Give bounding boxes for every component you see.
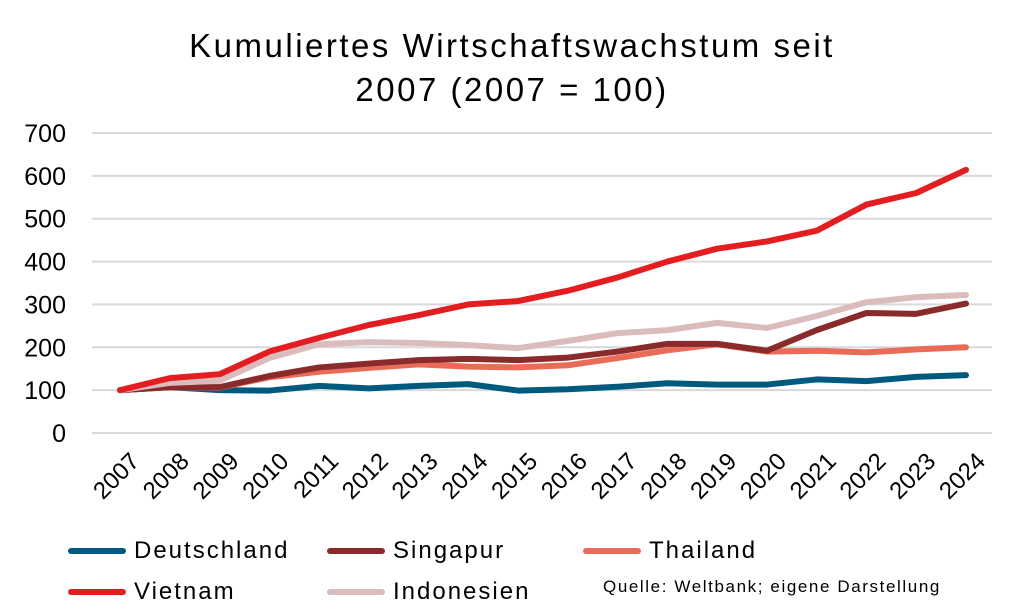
chart-title-line2: 2007 (2007 = 100) <box>355 71 669 108</box>
x-tick-label: 2008 <box>138 448 195 505</box>
x-tick-label: 2010 <box>237 448 294 505</box>
y-tick-label: 200 <box>24 334 66 362</box>
legend-item-singapur: Singapur <box>327 537 505 565</box>
x-tick-label: 2014 <box>436 448 493 505</box>
legend-label: Deutschland <box>134 537 290 564</box>
legend-label: Vietnam <box>134 578 236 605</box>
legend-swatch <box>68 548 126 554</box>
y-tick-label: 700 <box>24 120 66 148</box>
x-tick-label: 2021 <box>785 448 842 505</box>
x-tick-label: 2015 <box>486 448 543 505</box>
series-line-singapur <box>117 300 969 394</box>
x-tick-label: 2019 <box>685 448 742 505</box>
y-tick-label: 400 <box>24 249 66 277</box>
x-tick-label: 2022 <box>835 448 892 505</box>
source-note: Quelle: Weltbank; eigene Darstellung <box>603 577 941 596</box>
x-tick-label: 2020 <box>735 448 792 505</box>
y-tick-label: 100 <box>24 377 66 405</box>
legend-item-indonesien: Indonesien <box>327 578 530 606</box>
legend-label: Singapur <box>393 537 506 564</box>
x-tick-label: 2017 <box>586 448 643 505</box>
x-tick-label: 2007 <box>88 448 145 505</box>
x-tick-label: 2011 <box>288 448 344 504</box>
x-tick-label: 2024 <box>934 448 991 505</box>
line-chart: 0100200300400500600700200720082009201020… <box>24 120 992 505</box>
legend-item-vietnam: Vietnam <box>68 578 236 606</box>
chart-title: Kumuliertes Wirtschaftswachstum seit 200… <box>0 24 1024 112</box>
series-line-deutschland <box>117 372 969 394</box>
x-tick-label: 2023 <box>884 448 941 505</box>
x-tick-label: 2013 <box>387 448 444 505</box>
series-line-indonesien <box>117 292 969 394</box>
legend-swatch <box>327 548 385 554</box>
chart-title-line1: Kumuliertes Wirtschaftswachstum seit <box>189 27 835 64</box>
legend-item-deutschland: Deutschland <box>68 537 289 565</box>
legend-item-thailand: Thailand <box>583 537 757 565</box>
legend-swatch <box>327 589 385 595</box>
x-tick-label: 2018 <box>636 448 693 505</box>
legend-swatch <box>68 589 126 595</box>
y-tick-label: 500 <box>24 206 66 234</box>
series-line-vietnam <box>117 166 969 394</box>
legend-swatch <box>583 548 641 554</box>
x-tick-label: 2012 <box>337 448 394 505</box>
legend-label: Thailand <box>649 537 758 564</box>
x-tick-label: 2016 <box>536 448 593 505</box>
y-tick-label: 300 <box>24 291 66 319</box>
y-tick-label: 600 <box>24 163 66 191</box>
legend-label: Indonesien <box>393 578 531 605</box>
y-tick-label: 0 <box>52 420 66 448</box>
x-tick-label: 2009 <box>188 448 245 505</box>
